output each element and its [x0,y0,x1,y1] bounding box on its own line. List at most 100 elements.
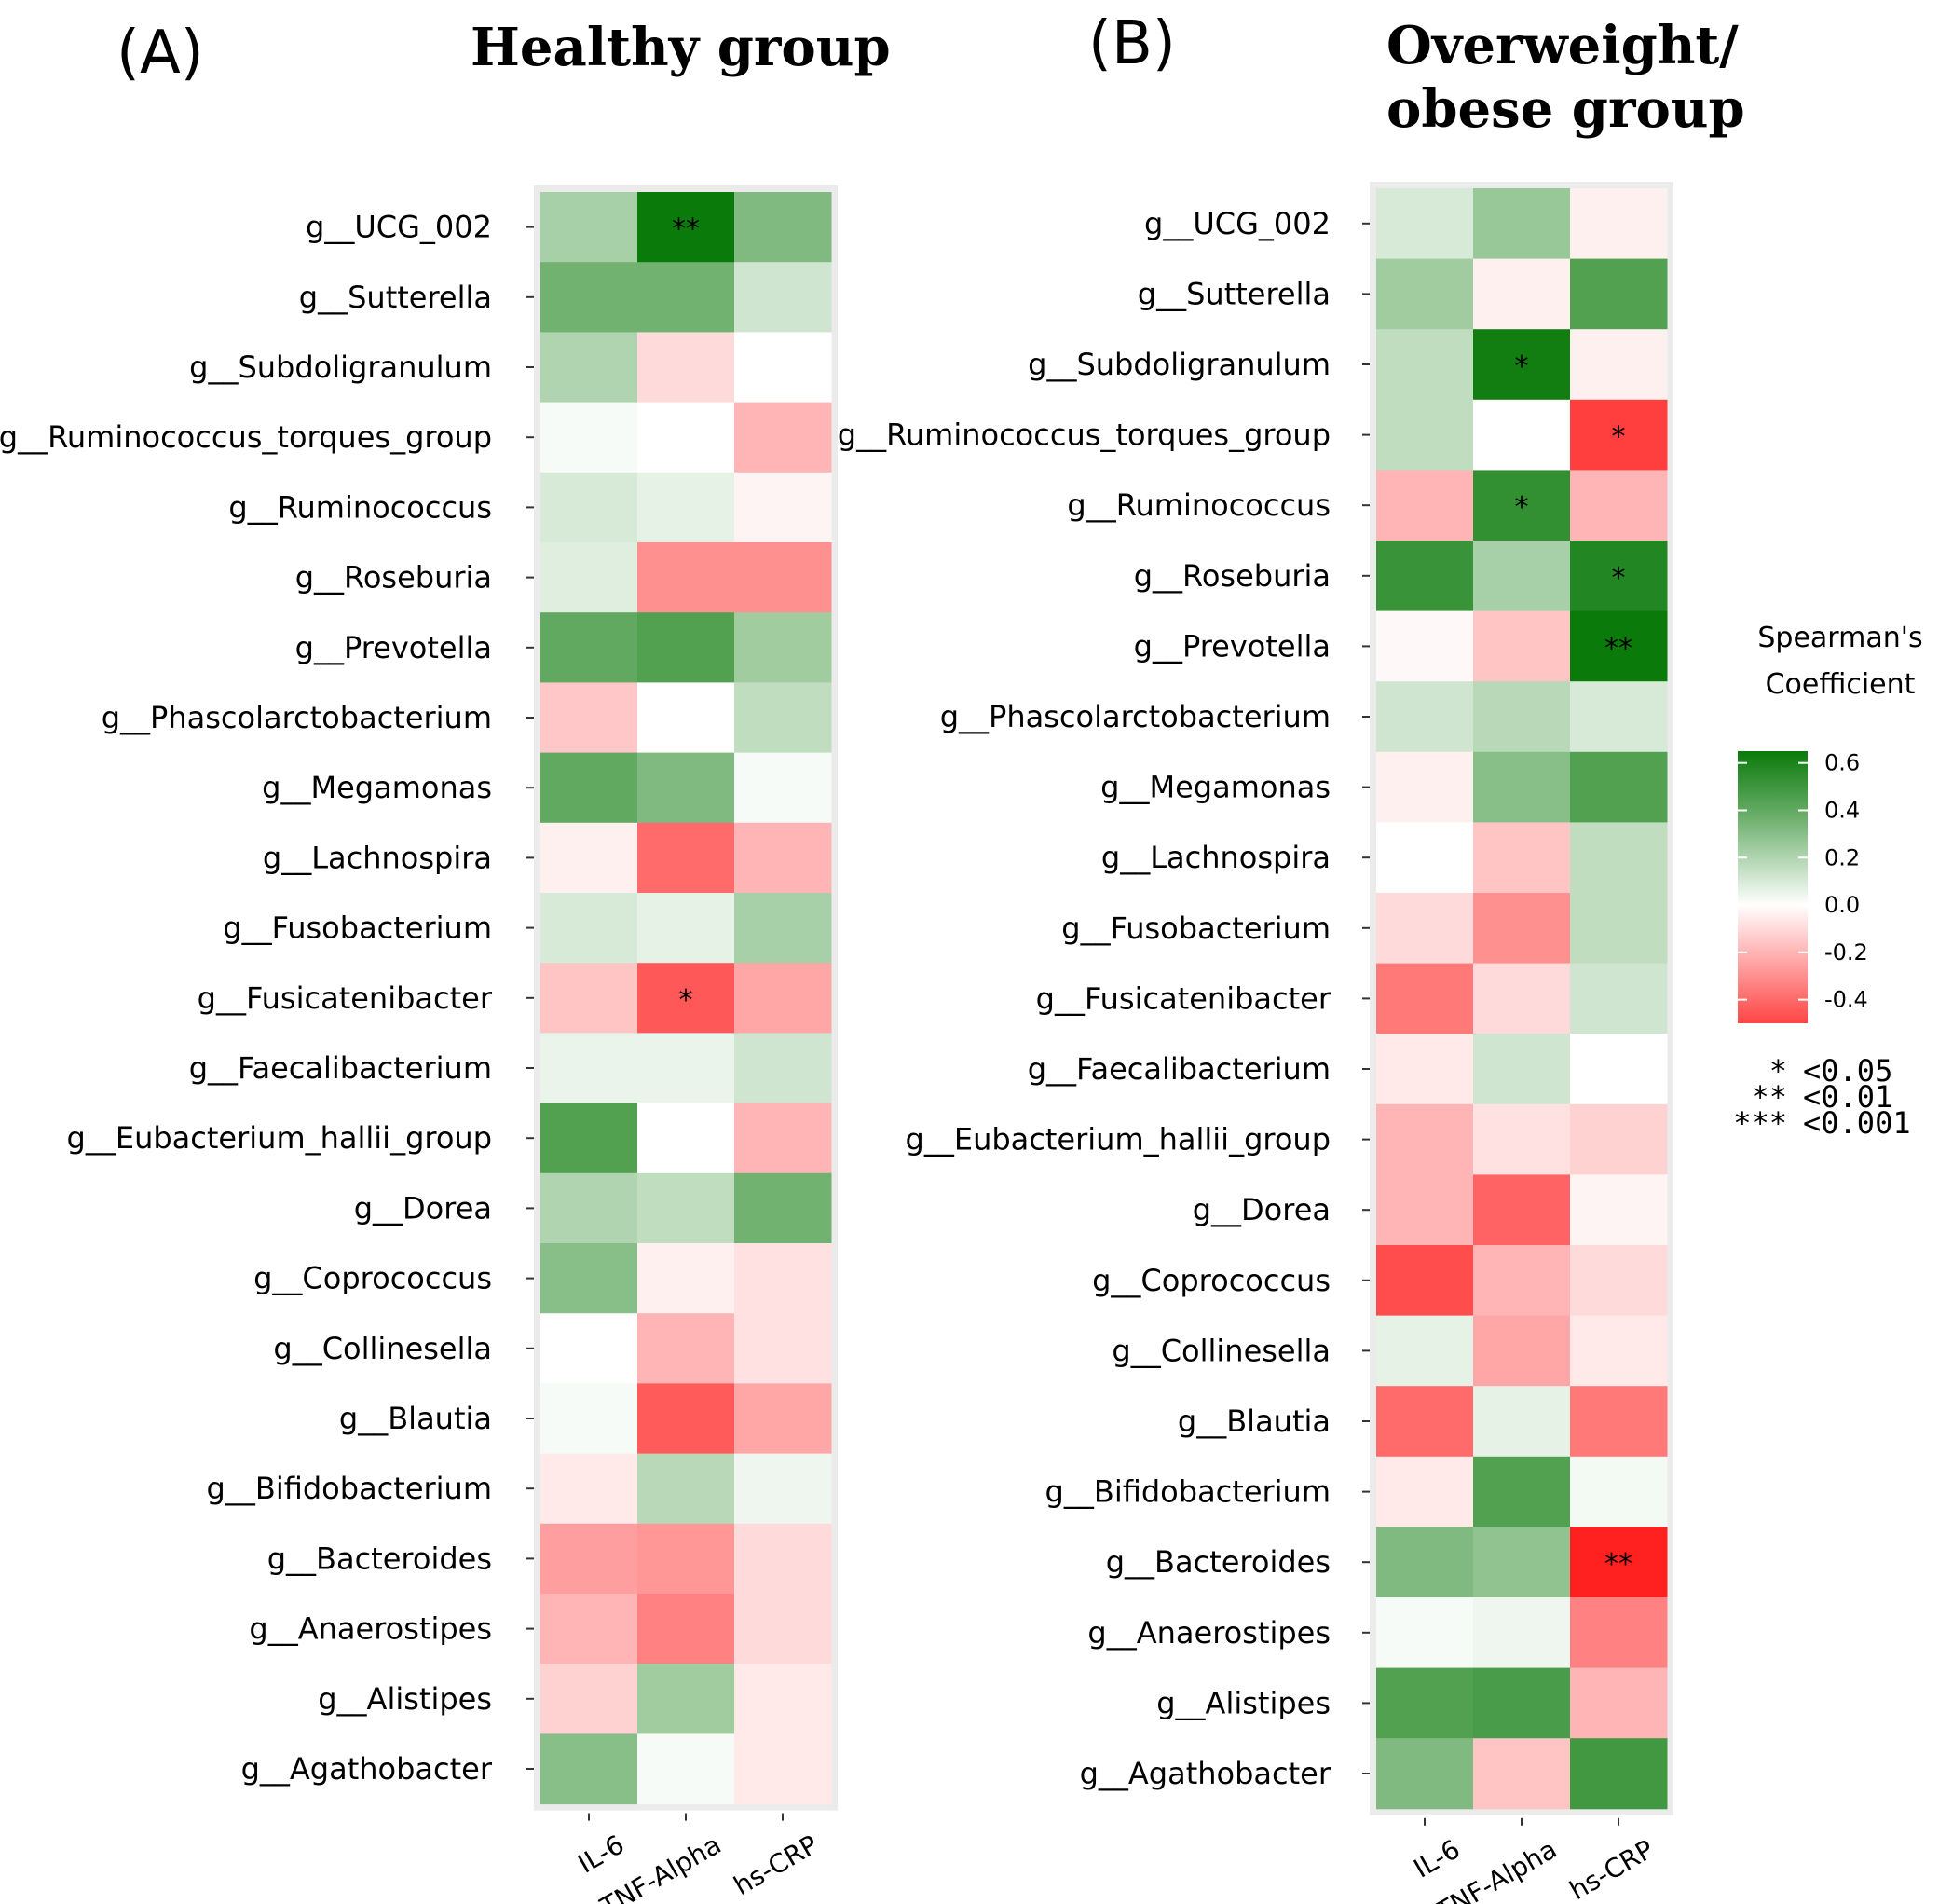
row-label: g__Eubacterium_hallii_group [67,1120,492,1156]
heatmap-cell [1473,1103,1571,1175]
heatmap-cell [1570,963,1668,1034]
heatmap-cell [637,752,735,824]
sig-key-label-2: <0.01 [1803,1079,1892,1115]
heatmap-cell [540,1523,638,1595]
heatmap-cell [1570,470,1668,541]
heatmap-cell [1570,893,1668,965]
heatmap-cell [1376,963,1474,1034]
heatmap-cell [1473,1667,1571,1739]
row-label: g__Collinesella [273,1331,492,1366]
heatmap-cell [637,1243,735,1314]
heatmap-cell [540,1733,638,1805]
heatmap-cell [734,893,832,964]
significance-mark: * [1612,562,1626,595]
heatmap-cell [637,1453,735,1525]
heatmap-cell [540,1664,638,1734]
heatmap-cell [1570,610,1668,682]
row-label: g__Coprococcus [253,1261,492,1296]
heatmap-cell [1473,258,1571,330]
row-label: g__Anaerostipes [1087,1615,1331,1651]
heatmap-cell [1376,470,1474,541]
row-label: g__Ruminococcus [228,489,492,525]
heatmap-cell [734,1733,832,1805]
heatmap-cell [637,893,735,964]
heatmap-cell [1376,1034,1474,1105]
heatmap-cell [734,262,832,333]
heatmap-cell [1376,893,1474,965]
heatmap-cell [637,963,735,1034]
row-label: g__Blautia [339,1401,492,1436]
heatmap-cell [1473,963,1571,1034]
row-label: g__Prevotella [1134,628,1331,664]
row-label: g__Sutterella [1138,276,1331,311]
heatmap-cell [540,472,638,543]
heatmap-cell [1570,1386,1668,1458]
row-label: g__Dorea [1193,1192,1331,1227]
row-label: g__Eubacterium_hallii_group [906,1122,1331,1157]
heatmap-cell [540,963,638,1034]
significance-mark: * [1515,350,1529,383]
row-label: g__Agathobacter [241,1751,493,1787]
heatmap-cell [1473,1738,1571,1810]
heatmap-cell [1570,1738,1668,1810]
heatmap-cell [1570,188,1668,260]
heatmap-cell [540,1172,638,1244]
legend-tick-label: 0.6 [1824,750,1860,776]
legend-tick-label: -0.2 [1824,939,1868,966]
heatmap-cell [540,402,638,473]
heatmap-cell [1570,1174,1668,1246]
legend-tick-label: 0.0 [1824,892,1860,918]
heatmap-cell [637,332,735,404]
heatmap-cell [1473,1315,1571,1387]
row-label: g__Bacteroides [267,1541,492,1576]
heatmap-overweight-obese-group: g__UCG_002 g__Sutterella g__Subdoligranulu… [838,182,1673,1904]
sig-key-label-3: <0.001 [1803,1105,1911,1141]
heatmap-cell [637,262,735,333]
heatmap-cell [1376,188,1474,260]
heatmap-cell [1570,1315,1668,1387]
heatmap-cell [637,612,735,683]
heatmap-cell [734,963,832,1034]
row-label: g__Blautia [1178,1404,1331,1439]
significance-mark: ** [672,213,700,246]
row-label: g__Fusobacterium [1061,911,1331,946]
heatmap-cell [734,542,832,613]
heatmap-cell [734,472,832,543]
heatmap-cell [1570,1245,1668,1317]
heatmap-cell [734,1033,832,1104]
row-label: g__Coprococcus [1092,1263,1331,1298]
row-label: g__Faecalibacterium [1028,1051,1331,1087]
row-label: g__Alistipes [318,1681,492,1717]
heatmap-cell [1570,258,1668,330]
heatmap-cell [637,1033,735,1104]
significance-key: * <0.05 ** <0.01 *** <0.001 [1733,1053,1910,1141]
heatmap-cell [734,752,832,824]
heatmap-cell [1376,1597,1474,1669]
significance-mark: * [1612,421,1626,454]
column-label: hs-CRP [729,1829,824,1901]
heatmap-cell [734,1243,832,1314]
row-label: g__Alistipes [1156,1685,1331,1720]
legend-title-line-1: Spearman's [1757,622,1922,654]
heatmap-cell [1570,1667,1668,1739]
row-label: g__Fusicatenibacter [198,980,493,1016]
row-label: g__Subdoligranulum [189,349,492,385]
heatmap-cell [540,612,638,683]
row-label: g__Bifidobacterium [207,1471,492,1506]
significance-mark: * [679,984,693,1017]
panel-b-letter: (B) [1088,9,1176,78]
heatmap-cell [1473,681,1571,753]
heatmap-cell [1376,1738,1474,1810]
color-legend: Spearman's Coefficient 0.6 0.4 0.2 0.0 -0.2 -… [1738,622,1923,1023]
row-label: g__UCG_002 [306,210,492,245]
heatmap-cell [1376,751,1474,823]
row-label: g__Dorea [354,1190,492,1226]
sig-key-symbol-3: *** [1733,1105,1787,1141]
heatmap-cell [1473,1386,1571,1458]
heatmap-cell [540,1453,638,1525]
heatmap-cell [1376,681,1474,753]
column-label: hs-CRP [1564,1833,1659,1904]
row-label: g__Phascolarctobacterium [102,700,492,735]
heatmap-cell [1570,751,1668,823]
panel-b-title-line-1: Overweight/ [1386,15,1739,76]
